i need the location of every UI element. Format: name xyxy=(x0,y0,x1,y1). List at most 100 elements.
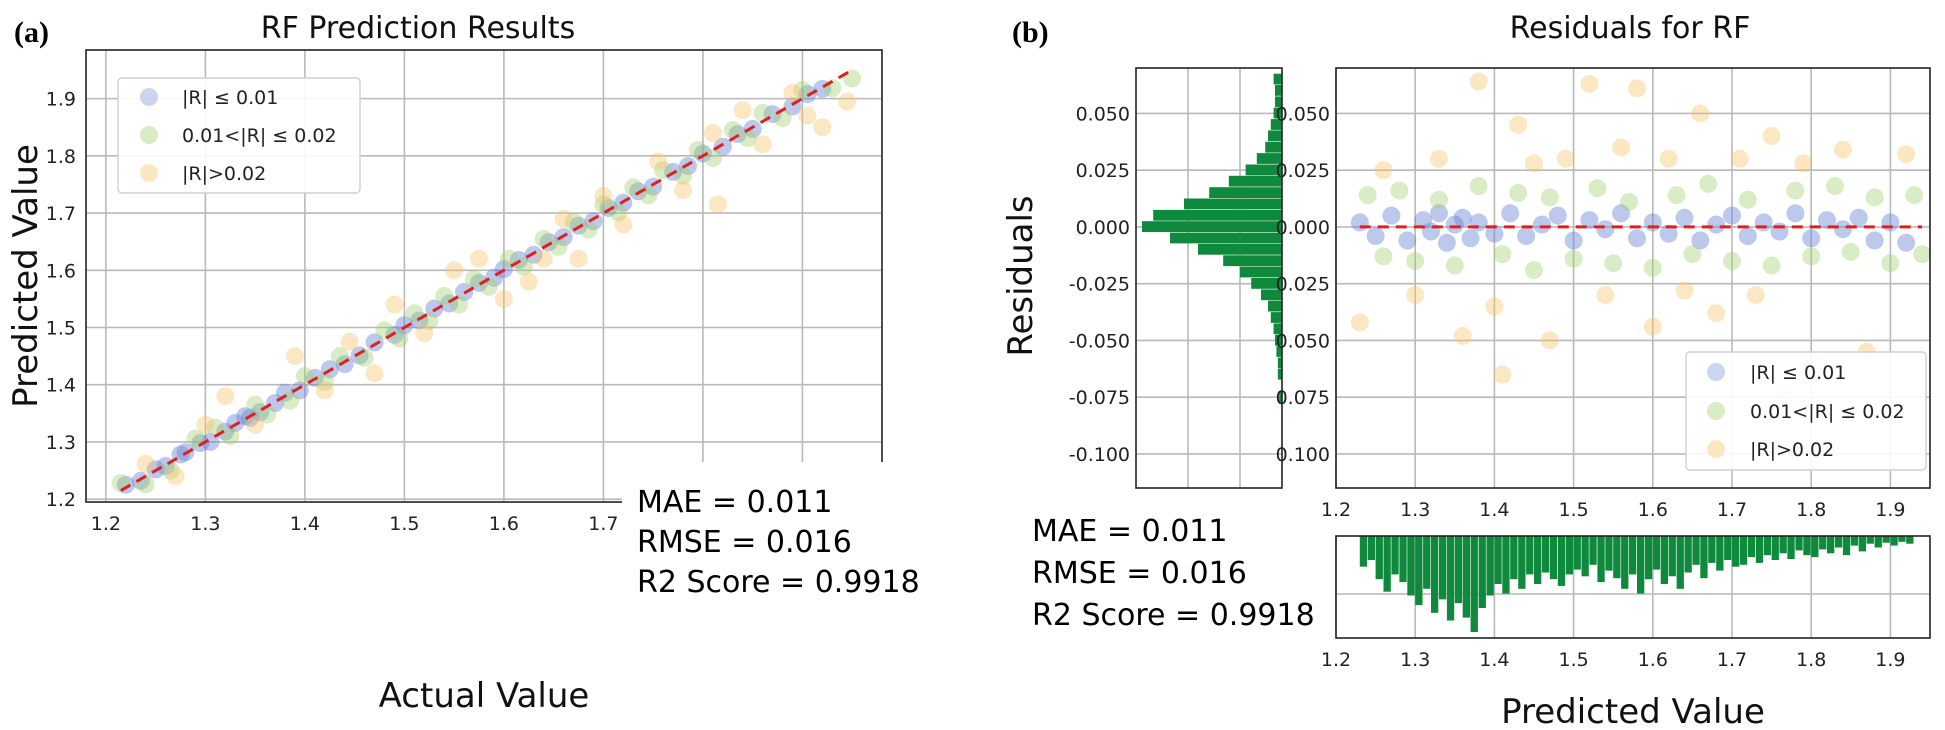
point-b-high-5 xyxy=(1469,72,1488,91)
x-tick-b-7: 1.9 xyxy=(1875,499,1905,521)
point-a-high-27 xyxy=(798,106,817,125)
prediction-hist-bar-30 xyxy=(1597,536,1605,583)
panel-letter-b: (b) xyxy=(1012,16,1049,49)
point-a-mid-24 xyxy=(549,237,568,256)
legend-box-a xyxy=(117,77,361,194)
x-tick-b-2: 1.4 xyxy=(1479,499,1509,521)
axes-frame-b xyxy=(1335,67,1931,489)
point-b-low-34 xyxy=(1833,220,1852,239)
residual-hist-bar-26 xyxy=(1277,368,1282,380)
point-a-high-21 xyxy=(674,181,692,200)
point-b-low-5 xyxy=(1422,222,1440,241)
legend-label-low-a: |R| ≤ 0.01 xyxy=(182,87,278,109)
point-b-low-29 xyxy=(1754,213,1773,232)
point-b-mid-17 xyxy=(1683,245,1702,264)
point-b-mid-27 xyxy=(1881,254,1900,273)
point-a-mid-19 xyxy=(465,269,484,288)
point-a-low-22 xyxy=(395,316,414,335)
prediction-hist-bar-23 xyxy=(1541,536,1550,573)
tick-labels-b: 1.2 1.3 1.4 1.5 1.6 1.7 1.8 1.9 0.050 0.025 0.000 0… xyxy=(1276,103,1906,521)
legend-a: |R| ≤ 0.01 0.01<|R| ≤ 0.02 |R|>0.02 xyxy=(117,77,361,194)
residual-hist-bar-10 xyxy=(1209,187,1282,198)
prediction-hist-bar-36 xyxy=(1644,536,1653,580)
point-a-high-11 xyxy=(445,261,464,280)
point-a-high-7 xyxy=(340,332,359,351)
prediction-hist-bar-65 xyxy=(1874,536,1882,548)
point-b-low-17 xyxy=(1564,231,1583,250)
metric-r2-a: R2 Score = 0.9918 xyxy=(637,565,920,600)
point-b-mid-21 xyxy=(1762,256,1781,275)
legend-marker-high-b xyxy=(1707,440,1725,458)
point-b-mid-23 xyxy=(1802,247,1821,266)
point-b-low-24 xyxy=(1675,208,1694,227)
y-tick-a-1: 1.3 xyxy=(46,432,76,454)
point-b-mid-19 xyxy=(1723,252,1741,270)
point-a-low-15 xyxy=(290,381,309,400)
point-a-high-14 xyxy=(519,272,538,291)
residual-hist-bar-5 xyxy=(1268,130,1282,142)
metric-mae-b: MAE = 0.011 xyxy=(1032,514,1227,549)
x-tick-b-1: 1.3 xyxy=(1400,499,1430,521)
prediction-hist-bar-38 xyxy=(1660,536,1668,584)
prediction-hist-bar-19 xyxy=(1510,536,1518,580)
point-b-mid-1 xyxy=(1374,247,1393,266)
point-b-high-3 xyxy=(1430,149,1448,168)
residual-hist-bar-27 xyxy=(1279,391,1282,403)
point-b-mid-25 xyxy=(1841,242,1860,261)
y-tick-b-3: 0.025 xyxy=(1276,274,1330,296)
point-a-mid-14 xyxy=(390,329,409,348)
point-b-mid-12 xyxy=(1588,179,1607,198)
point-b-low-32 xyxy=(1802,229,1821,248)
point-b-high-6 xyxy=(1485,297,1504,316)
y-tick-hist-4: -0.050 xyxy=(1069,330,1130,352)
prediction-hist-bar-12 xyxy=(1454,536,1463,604)
prediction-hist-bar-40 xyxy=(1676,536,1684,589)
prediction-hist-bar-69 xyxy=(1906,536,1914,544)
panel-letter-a: (a) xyxy=(14,16,49,49)
point-a-low-10 xyxy=(236,407,255,426)
point-b-low-20 xyxy=(1612,204,1631,223)
panel-b-residuals: (b) Residuals for RF Residuals 0.050 0.02… xyxy=(1001,11,1932,730)
y-tick-hist-1: 0.025 xyxy=(1076,160,1130,182)
prediction-hist-bar-6 xyxy=(1407,536,1415,596)
point-a-mid-30 xyxy=(639,186,658,205)
y-tick-hist-6: -0.100 xyxy=(1069,444,1130,466)
point-a-high-17 xyxy=(569,249,588,268)
point-a-low-38 xyxy=(629,182,648,201)
point-b-low-33 xyxy=(1818,211,1836,230)
point-b-low-37 xyxy=(1881,213,1900,232)
point-b-mid-14 xyxy=(1620,192,1638,211)
prediction-hist-bar-51 xyxy=(1763,536,1771,556)
point-a-mid-1 xyxy=(136,475,155,494)
prediction-hist-bar-50 xyxy=(1755,536,1764,563)
point-b-mid-11 xyxy=(1564,249,1583,268)
residual-hist-bar-11 xyxy=(1184,198,1282,210)
point-b-mid-7 xyxy=(1493,245,1512,264)
metric-mae-a: MAE = 0.011 xyxy=(637,485,832,520)
prediction-hist-bar-26 xyxy=(1565,536,1573,575)
y-tick-a-6: 1.8 xyxy=(46,146,76,168)
axes-frame-a xyxy=(85,49,883,503)
point-b-mid-28 xyxy=(1905,186,1924,205)
prediction-hist-bar-44 xyxy=(1708,536,1716,563)
point-b-mid-24 xyxy=(1826,177,1844,196)
y-tick-a-7: 1.9 xyxy=(46,89,76,111)
residual-hist-bar-7 xyxy=(1256,153,1282,164)
prediction-hist-bar-58 xyxy=(1819,536,1827,550)
prediction-hist-bar-4 xyxy=(1391,536,1399,575)
point-b-mid-18 xyxy=(1699,174,1718,193)
residual-hist-bar-17 xyxy=(1240,266,1282,278)
y-axis-label-a: Predicted Value xyxy=(6,144,46,408)
prediction-hist-bar-60 xyxy=(1835,536,1843,548)
prediction-hist-bar-1 xyxy=(1367,536,1375,560)
point-a-high-16 xyxy=(554,209,573,228)
point-b-mid-15 xyxy=(1643,258,1662,277)
point-b-high-12 xyxy=(1580,74,1599,93)
point-b-low-15 xyxy=(1532,215,1551,234)
point-b-low-16 xyxy=(1548,206,1567,225)
point-b-low-3 xyxy=(1398,231,1417,250)
point-b-mid-3 xyxy=(1406,252,1425,270)
prediction-hist-bar-46 xyxy=(1724,536,1732,560)
y-axis-label-b: Residuals xyxy=(1001,195,1041,356)
